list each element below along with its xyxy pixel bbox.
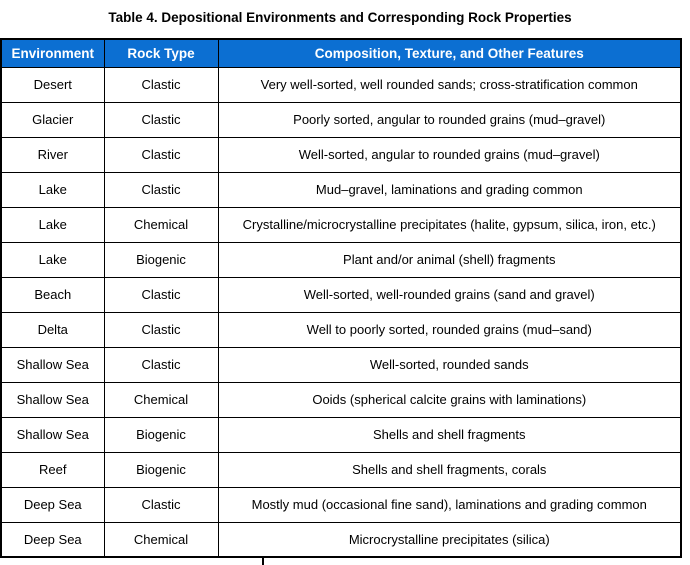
cell-features: Shells and shell fragments, corals xyxy=(217,451,682,488)
cell-rock-type: Clastic xyxy=(103,101,219,138)
cell-rock-type: Clastic xyxy=(103,486,219,523)
cell-rock-type: Chemical xyxy=(103,381,219,418)
cell-environment: Desert xyxy=(0,66,105,103)
cell-environment: Beach xyxy=(0,276,105,313)
header-environment: Environment xyxy=(0,38,105,68)
cell-environment: Lake xyxy=(0,171,105,208)
table-row: Lake Clastic Mud–gravel, laminations and g… xyxy=(0,171,682,208)
table-row: Deep Sea Clastic Mostly mud (occasional fi… xyxy=(0,486,682,523)
table-row: Lake Biogenic Plant and/or animal (shell) … xyxy=(0,241,682,278)
clipped-next-table-column-border xyxy=(262,558,264,565)
cell-environment: Delta xyxy=(0,311,105,348)
cell-rock-type: Clastic xyxy=(103,136,219,173)
cell-environment: Shallow Sea xyxy=(0,381,105,418)
table-row: Desert Clastic Very well-sorted, well roun… xyxy=(0,66,682,103)
cell-environment: Reef xyxy=(0,451,105,488)
table-header: Environment Rock Type Composition, Textu… xyxy=(0,38,682,68)
cell-environment: Lake xyxy=(0,206,105,243)
cell-features: Poorly sorted, angular to rounded grains… xyxy=(217,101,682,138)
header-row: Environment Rock Type Composition, Textu… xyxy=(0,38,682,68)
cell-features: Mud–gravel, laminations and grading comm… xyxy=(217,171,682,208)
table-row: Glacier Clastic Poorly sorted, angular to … xyxy=(0,101,682,138)
cell-features: Plant and/or animal (shell) fragments xyxy=(217,241,682,278)
cell-features: Very well-sorted, well rounded sands; cr… xyxy=(217,66,682,103)
cell-rock-type: Clastic xyxy=(103,66,219,103)
table-row: Beach Clastic Well-sorted, well-rounded gr… xyxy=(0,276,682,313)
cell-features: Ooids (spherical calcite grains with lam… xyxy=(217,381,682,418)
cell-environment: Lake xyxy=(0,241,105,278)
table-row: Lake Chemical Crystalline/microcrystalline… xyxy=(0,206,682,243)
cell-features: Well to poorly sorted, rounded grains (m… xyxy=(217,311,682,348)
cell-environment: Deep Sea xyxy=(0,486,105,523)
cell-rock-type: Biogenic xyxy=(103,451,219,488)
cell-rock-type: Clastic xyxy=(103,276,219,313)
table-row: Reef Biogenic Shells and shell fragments, … xyxy=(0,451,682,488)
cell-environment: Glacier xyxy=(0,101,105,138)
cell-rock-type: Chemical xyxy=(103,521,219,558)
cell-rock-type: Chemical xyxy=(103,206,219,243)
cell-features: Shells and shell fragments xyxy=(217,416,682,453)
cell-features: Well-sorted, well-rounded grains (sand a… xyxy=(217,276,682,313)
cell-rock-type: Clastic xyxy=(103,311,219,348)
cell-environment: Shallow Sea xyxy=(0,416,105,453)
table-row: River Clastic Well-sorted, angular to roun… xyxy=(0,136,682,173)
cell-features: Microcrystalline precipitates (silica) xyxy=(217,521,682,558)
cell-features: Mostly mud (occasional fine sand), lamin… xyxy=(217,486,682,523)
table-row: Deep Sea Chemical Microcrystalline precipi… xyxy=(0,521,682,558)
table-row: Shallow Sea Clastic Well-sorted, rounded s… xyxy=(0,346,682,383)
header-rock-type: Rock Type xyxy=(103,38,219,68)
cell-rock-type: Biogenic xyxy=(103,241,219,278)
table-row: Shallow Sea Biogenic Shells and shell frag… xyxy=(0,416,682,453)
cell-features: Crystalline/microcrystalline precipitate… xyxy=(217,206,682,243)
cell-rock-type: Biogenic xyxy=(103,416,219,453)
cell-environment: Deep Sea xyxy=(0,521,105,558)
header-features: Composition, Texture, and Other Features xyxy=(217,38,682,68)
table-row: Delta Clastic Well to poorly sorted, round… xyxy=(0,311,682,348)
cell-environment: River xyxy=(0,136,105,173)
table-row: Shallow Sea Chemical Ooids (spherical calc… xyxy=(0,381,682,418)
cell-features: Well-sorted, angular to rounded grains (… xyxy=(217,136,682,173)
cell-environment: Shallow Sea xyxy=(0,346,105,383)
cell-rock-type: Clastic xyxy=(103,346,219,383)
table-caption: Table 4. Depositional Environments and C… xyxy=(108,10,572,25)
depositional-environments-table: Environment Rock Type Composition, Textu… xyxy=(0,38,682,558)
cell-rock-type: Clastic xyxy=(103,171,219,208)
table-body: Desert Clastic Very well-sorted, well roun… xyxy=(0,66,682,558)
cell-features: Well-sorted, rounded sands xyxy=(217,346,682,383)
